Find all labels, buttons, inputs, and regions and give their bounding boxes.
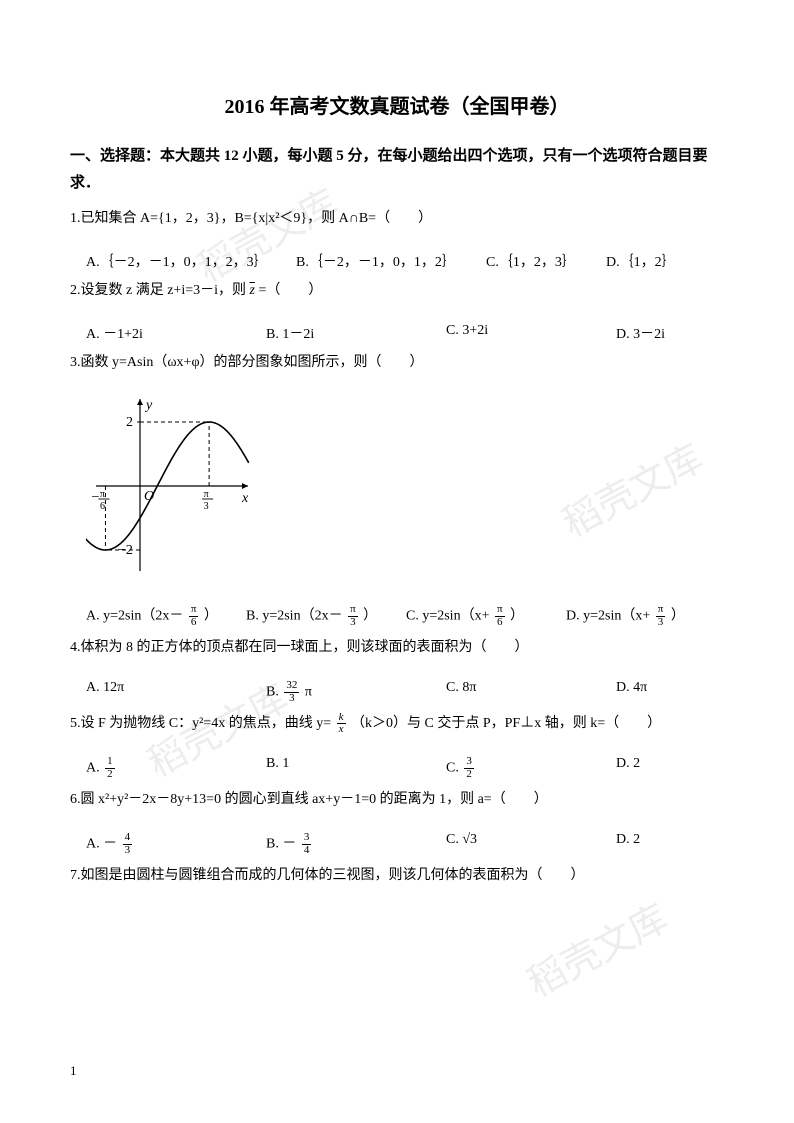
q1-stem: 1.已知集合 A={1，2，3}，B={x|x²＜9}，则 A∩B=（ ） bbox=[70, 205, 724, 233]
q5-optB: B. 1 bbox=[266, 756, 446, 780]
svg-text:2: 2 bbox=[126, 415, 133, 430]
svg-text:3: 3 bbox=[204, 501, 209, 512]
q1-options: A.｛－2，－1，0，1，2，3｝ B.｛－2，－1，0，1，2｝ C.｛1，2… bbox=[86, 251, 724, 271]
q2-stem-pre: 2.设复数 z 满足 z+i=3－i，则 bbox=[70, 283, 250, 298]
q4-optC: C. 8π bbox=[446, 680, 616, 704]
q2-options: A. －1+2i B. 1－2i C. 3+2i D. 3－2i bbox=[86, 323, 724, 343]
svg-text:−2: −2 bbox=[118, 543, 133, 558]
q1-optC: C.｛1，2，3｝ bbox=[486, 251, 606, 271]
q2-stem-post: =（ ） bbox=[255, 283, 322, 298]
q4-optD: D. 4π bbox=[616, 680, 736, 704]
q2-optB: B. 1－2i bbox=[266, 323, 446, 343]
q5-optA: A. 12 bbox=[86, 756, 266, 780]
q5-options: A. 12 B. 1 C. 32 D. 2 bbox=[86, 756, 724, 780]
svg-text:O: O bbox=[144, 489, 154, 504]
q6-optD: D. 2 bbox=[616, 832, 736, 856]
page-number: 1 bbox=[70, 1063, 77, 1079]
q7-stem: 7.如图是由圆柱与圆锥组合而成的几何体的三视图，则该几何体的表面积为（ ） bbox=[70, 862, 724, 890]
svg-text:x: x bbox=[241, 491, 249, 506]
q3-optD: D. y=2sin（x+ π3 ） bbox=[566, 604, 686, 628]
svg-text:6: 6 bbox=[100, 501, 105, 512]
q2-optC: C. 3+2i bbox=[446, 323, 616, 343]
q3-stem: 3.函数 y=Asin（ωx+φ）的部分图象如图所示，则（ ） bbox=[70, 349, 724, 377]
q3-graph: yxO2−2−π6π3 bbox=[86, 391, 724, 586]
q6-optB: B. － 34 bbox=[266, 832, 446, 856]
q5-optC: C. 32 bbox=[446, 756, 616, 780]
q3-options: A. y=2sin（2x－ π6 ） B. y=2sin（2x－ π3 ） C.… bbox=[86, 604, 724, 628]
q5-optD: D. 2 bbox=[616, 756, 736, 780]
sine-graph-svg: yxO2−2−π6π3 bbox=[86, 391, 256, 581]
section-heading: 一、选择题：本大题共 12 小题，每小题 5 分，在每小题给出四个选项，只有一个… bbox=[70, 143, 724, 197]
q3-optC: C. y=2sin（x+ π6 ） bbox=[406, 604, 566, 628]
svg-text:y: y bbox=[144, 398, 153, 413]
q2-optA: A. －1+2i bbox=[86, 323, 266, 343]
q3-optA: A. y=2sin（2x－ π6 ） bbox=[86, 604, 246, 628]
svg-text:π: π bbox=[100, 489, 105, 500]
q6-stem: 6.圆 x²+y²－2x－8y+13=0 的圆心到直线 ax+y－1=0 的距离… bbox=[70, 786, 724, 814]
q4-optA: A. 12π bbox=[86, 680, 266, 704]
q2-optD: D. 3－2i bbox=[616, 323, 736, 343]
q4-optB: B. 323 π bbox=[266, 680, 446, 704]
q1-optA: A.｛－2，－1，0，1，2，3｝ bbox=[86, 251, 296, 271]
svg-text:π: π bbox=[204, 489, 209, 500]
page-title: 2016 年高考文数真题试卷（全国甲卷） bbox=[70, 90, 724, 119]
page-content: 2016 年高考文数真题试卷（全国甲卷） 一、选择题：本大题共 12 小题，每小… bbox=[0, 0, 794, 934]
q2-stem: 2.设复数 z 满足 z+i=3－i，则 z =（ ） bbox=[70, 277, 724, 305]
q6-optA: A. － 43 bbox=[86, 832, 266, 856]
q3-optB: B. y=2sin（2x－ π3 ） bbox=[246, 604, 406, 628]
q4-options: A. 12π B. 323 π C. 8π D. 4π bbox=[86, 680, 724, 704]
q6-optC: C. √3 bbox=[446, 832, 616, 856]
q4-stem: 4.体积为 8 的正方体的顶点都在同一球面上，则该球面的表面积为（ ） bbox=[70, 634, 724, 662]
q5-stem: 5.设 F 为抛物线 C：y²=4x 的焦点，曲线 y= kx （k＞0）与 C… bbox=[70, 710, 724, 738]
q6-options: A. － 43 B. － 34 C. √3 D. 2 bbox=[86, 832, 724, 856]
q1-optB: B.｛－2，－1，0，1，2｝ bbox=[296, 251, 486, 271]
q1-optD: D.｛1，2｝ bbox=[606, 251, 726, 271]
svg-text:−: − bbox=[91, 490, 99, 505]
